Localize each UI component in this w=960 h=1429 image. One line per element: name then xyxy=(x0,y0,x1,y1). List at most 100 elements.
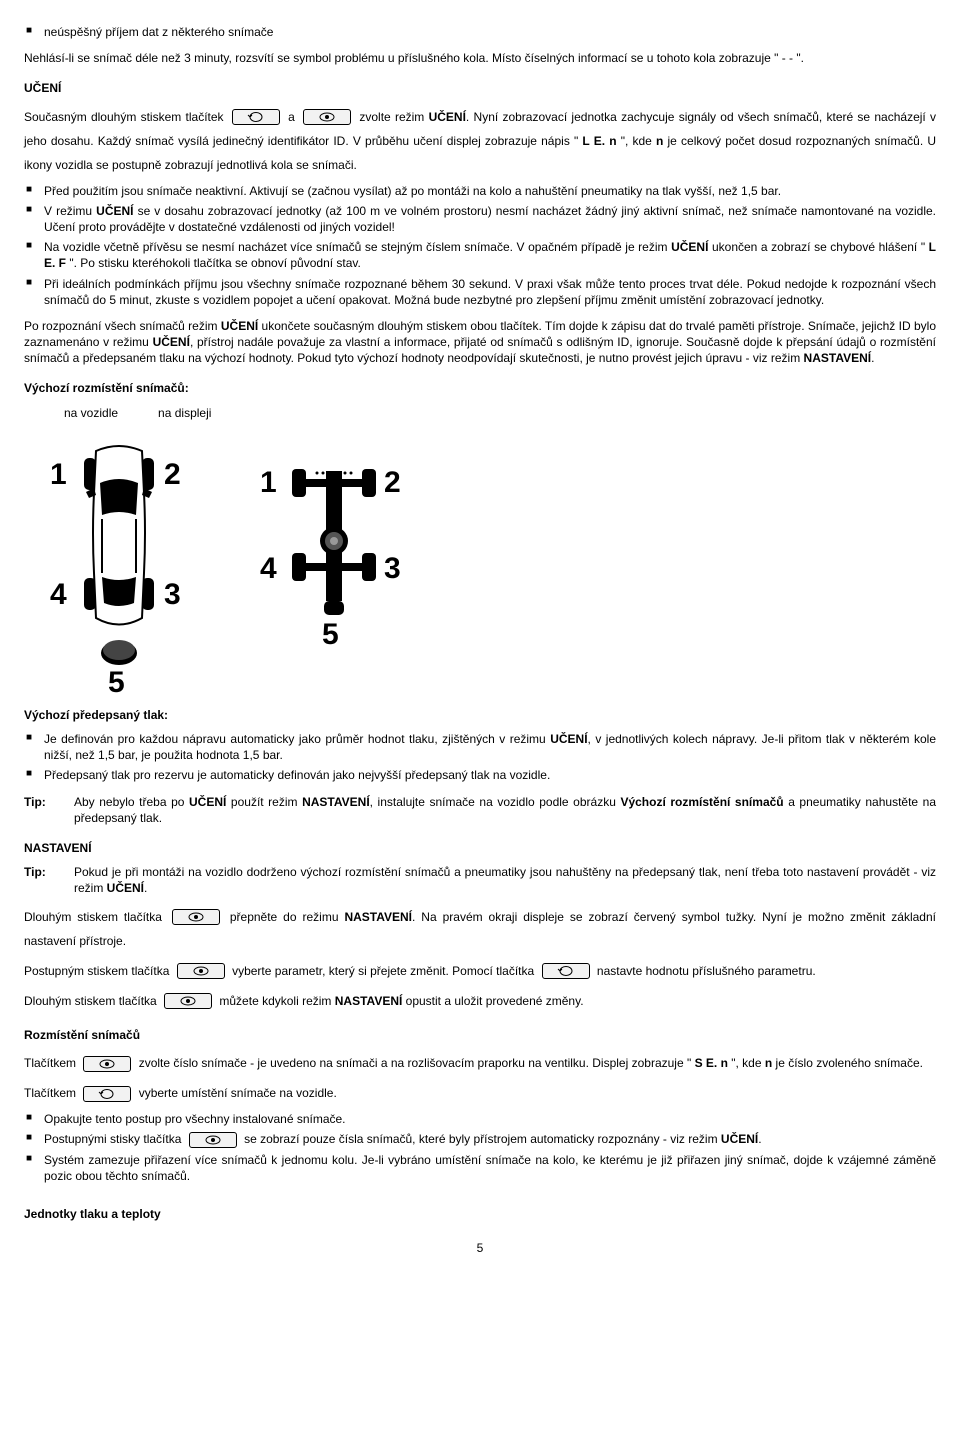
eye-icon xyxy=(189,1132,237,1148)
layout-col2: na displeji xyxy=(158,405,211,421)
uceni-b3a: Na vozidle včetně přívěsu se nesmí nachá… xyxy=(44,240,671,254)
tip-body: Aby nebylo třeba po UČENÍ použít režim N… xyxy=(74,794,936,826)
rozm-b2c: . xyxy=(758,1132,761,1146)
tlak-tip1a: Aby nebylo třeba po xyxy=(74,795,189,809)
tlak-tip1a-bold: UČENÍ xyxy=(189,795,226,809)
rozm-p2: Tlačítkem vyberte umístění snímače na vo… xyxy=(24,1081,936,1105)
uceni-p1c: zvolte režim xyxy=(359,110,428,124)
rozm-b2a: Postupnými stisky tlačítka xyxy=(44,1132,181,1146)
car-num-5: 5 xyxy=(108,663,125,704)
rozm-p1b-bold: S E. n xyxy=(695,1056,728,1070)
nast-tip-a: Pokud je při montáži na vozidlo dodrženo… xyxy=(74,865,936,895)
rozm-b2: Postupnými stisky tlačítka se zobrazí po… xyxy=(24,1131,936,1148)
uceni-p2a: Po rozpoznání všech snímačů režim xyxy=(24,319,221,333)
tip-label: Tip: xyxy=(24,794,74,826)
loop-icon xyxy=(542,963,590,979)
page-number: 5 xyxy=(24,1240,936,1256)
car-num-3: 3 xyxy=(164,575,181,616)
rozm-b2b: se zobrazí pouze čísla snímačů, které by… xyxy=(244,1132,721,1146)
uceni-b2: V režimu UČENÍ se v dosahu zobrazovací j… xyxy=(24,203,936,235)
rozm-bullets: Opakujte tento postup pro všechny instal… xyxy=(24,1111,936,1184)
uceni-b2a: V režimu xyxy=(44,204,96,218)
car-num-4: 4 xyxy=(50,575,67,616)
uceni-p1e: ", kde xyxy=(617,134,656,148)
tlak-tip: Tip: Aby nebylo třeba po UČENÍ použít re… xyxy=(24,794,936,826)
rozm-p1: Tlačítkem zvolte číslo snímače - je uved… xyxy=(24,1051,936,1075)
uceni-p2d: . xyxy=(871,351,874,365)
nast-p1: Dlouhým stiskem tlačítka přepněte do rež… xyxy=(24,905,936,953)
rozm-title: Rozmístění snímačů xyxy=(24,1027,936,1043)
nast-tip-label: Tip: xyxy=(24,864,74,896)
car-diagram: 1 2 3 4 5 xyxy=(44,433,194,693)
display-diagram: 1 2 3 4 5 xyxy=(254,453,414,653)
uceni-p2: Po rozpoznání všech snímačů režim UČENÍ … xyxy=(24,318,936,367)
uceni-b2a-bold: UČENÍ xyxy=(96,204,133,218)
layout-title: Výchozí rozmístění snímačů: xyxy=(24,380,936,396)
disp-num-5: 5 xyxy=(322,615,339,656)
rozm-b3: Systém zamezuje přiřazení více snímačů k… xyxy=(24,1152,936,1184)
uceni-b3b: ukončen a zobrazí se chybové hlášení " xyxy=(708,240,928,254)
nast-p2: Postupným stiskem tlačítka vyberte param… xyxy=(24,959,936,983)
nast-p2c: nastavte hodnotu příslušného parametru. xyxy=(597,964,816,978)
layout-labels: na vozidle na displeji xyxy=(64,405,936,421)
eye-icon xyxy=(172,909,220,925)
intro-bullet-1: neúspěšný příjem dat z některého snímače xyxy=(24,24,936,40)
nast-p3c: opustit a uložit provedené změny. xyxy=(402,994,583,1008)
nast-p1b-bold: NASTAVENÍ xyxy=(344,910,412,924)
tlak-title: Výchozí předepsaný tlak: xyxy=(24,707,936,723)
nast-p1a: Dlouhým stiskem tlačítka xyxy=(24,910,162,924)
car-num-2: 2 xyxy=(164,455,181,496)
uceni-p1: Současným dlouhým stiskem tlačítek a zvo… xyxy=(24,105,936,177)
uceni-p1c-bold: UČENÍ xyxy=(429,110,466,124)
nast-tip-b: . xyxy=(144,881,147,895)
uceni-b2b: se v dosahu zobrazovací jednotky (až 100… xyxy=(44,204,936,234)
uceni-p1d-bold: L E. n xyxy=(582,134,616,148)
loop-icon xyxy=(232,109,280,125)
layout-col1: na vozidle xyxy=(64,405,118,421)
nast-p3a: Dlouhým stiskem tlačítka xyxy=(24,994,157,1008)
rozm-p1d: je číslo zvoleného snímače. xyxy=(772,1056,923,1070)
nast-p1b: přepněte do režimu xyxy=(230,910,345,924)
nast-p2b: vyberte parametr, který si přejete změni… xyxy=(232,964,534,978)
nast-p3b: můžete kdykoli režim xyxy=(219,994,334,1008)
nast-title: NASTAVENÍ xyxy=(24,840,936,856)
rozm-p1c: ", kde xyxy=(728,1056,765,1070)
uceni-title: UČENÍ xyxy=(24,80,936,96)
disp-num-3: 3 xyxy=(384,549,401,590)
uceni-p2a-bold: UČENÍ xyxy=(221,319,258,333)
tlak-tip1b-bold: NASTAVENÍ xyxy=(302,795,370,809)
nast-tip: Tip: Pokud je při montáži na vozidlo dod… xyxy=(24,864,936,896)
car-num-1: 1 xyxy=(50,455,67,496)
diagram-row: 1 2 3 4 5 1 2 3 4 xyxy=(44,433,936,693)
jednotky-title: Jednotky tlaku a teploty xyxy=(24,1206,936,1222)
uceni-b4: Při ideálních podmínkách příjmu jsou vše… xyxy=(24,276,936,308)
nast-p3b-bold: NASTAVENÍ xyxy=(335,994,403,1008)
nast-p2a: Postupným stiskem tlačítka xyxy=(24,964,169,978)
disp-num-1: 1 xyxy=(260,463,277,504)
intro-bullets: neúspěšný příjem dat z některého snímače xyxy=(24,24,936,40)
uceni-b3c: ". Po stisku kteréhokoli tlačítka se obn… xyxy=(66,256,361,270)
disp-num-4: 4 xyxy=(260,549,277,590)
tlak-tip1c-bold: Výchozí rozmístění snímačů xyxy=(620,795,783,809)
uceni-p2b-bold: UČENÍ xyxy=(153,335,190,349)
rozm-b2b-bold: UČENÍ xyxy=(721,1132,758,1146)
eye-icon xyxy=(303,109,351,125)
tlak-tip1c: , instalujte snímače na vozidlo podle ob… xyxy=(370,795,621,809)
intro-line: Nehlásí-li se snímač déle než 3 minuty, … xyxy=(24,50,936,66)
rozm-p2a: Tlačítkem xyxy=(24,1086,76,1100)
rozm-p1b: zvolte číslo snímače - je uvedeno na sní… xyxy=(139,1056,695,1070)
tlak-b1: Je definován pro každou nápravu automati… xyxy=(24,731,936,763)
uceni-bullets: Před použitím jsou snímače neaktivní. Ak… xyxy=(24,183,936,308)
tlak-b1a-bold: UČENÍ xyxy=(550,732,587,746)
nast-p3: Dlouhým stiskem tlačítka můžete kdykoli … xyxy=(24,989,936,1013)
eye-icon xyxy=(177,963,225,979)
tlak-b1a: Je definován pro každou nápravu automati… xyxy=(44,732,550,746)
uceni-b1: Před použitím jsou snímače neaktivní. Ak… xyxy=(24,183,936,199)
rozm-p1a: Tlačítkem xyxy=(24,1056,76,1070)
nast-tip-bold: UČENÍ xyxy=(107,881,144,895)
tlak-b2: Předepsaný tlak pro rezervu je automatic… xyxy=(24,767,936,783)
eye-icon xyxy=(83,1056,131,1072)
uceni-b3: Na vozidle včetně přívěsu se nesmí nachá… xyxy=(24,239,936,271)
uceni-p2c-bold: NASTAVENÍ xyxy=(804,351,872,365)
uceni-p1b: a xyxy=(288,110,295,124)
